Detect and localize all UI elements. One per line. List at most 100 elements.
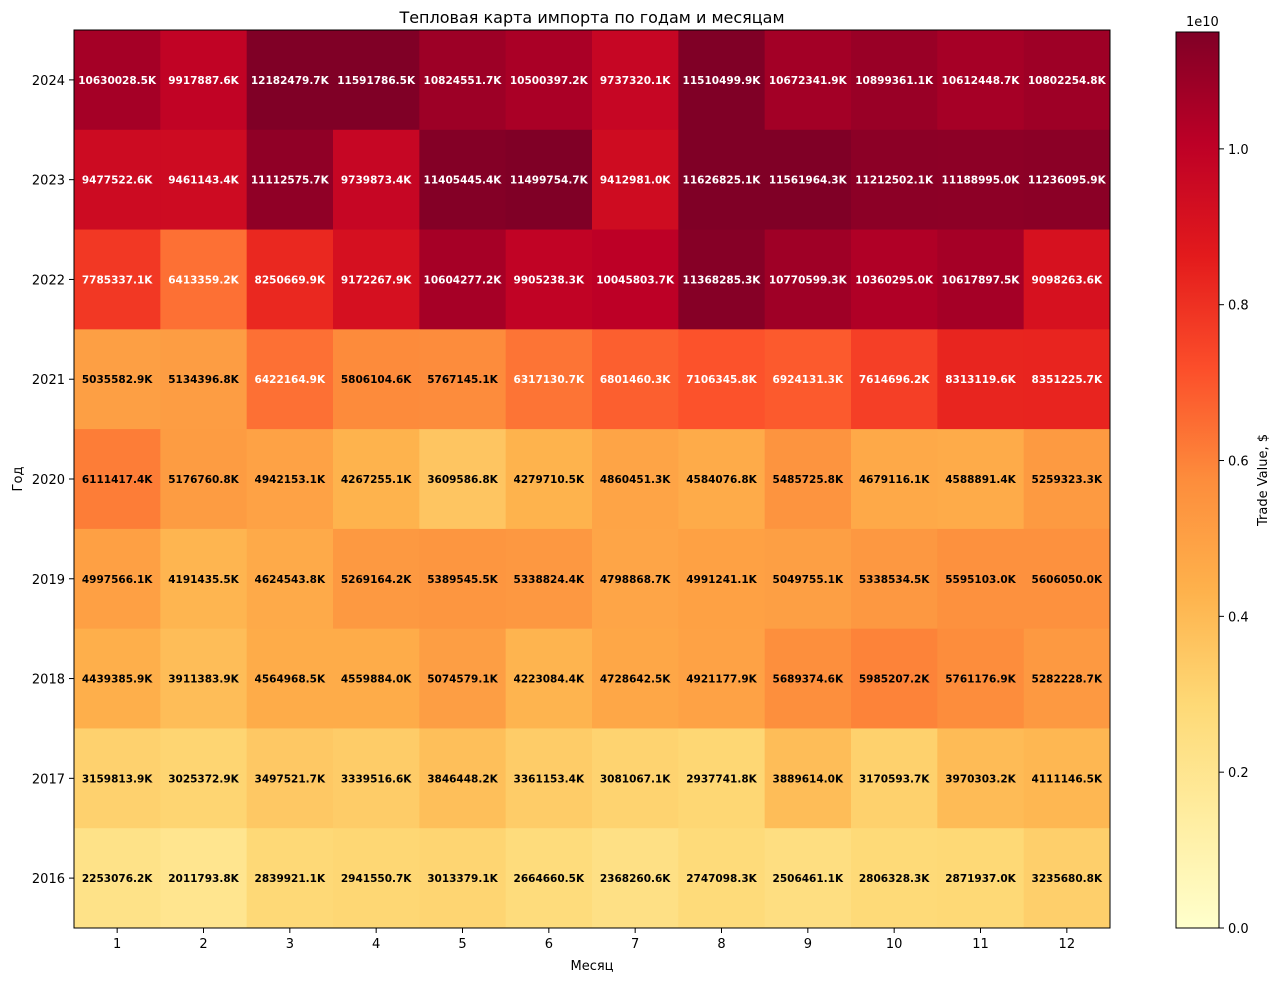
heatmap-cell: [333, 329, 420, 430]
heatmap-cell-label: 10802254.8K: [1028, 75, 1107, 87]
heatmap-cell: [160, 628, 248, 729]
heatmap-cell-label: 4798868.7K: [600, 574, 671, 586]
heatmap-cell: [246, 728, 334, 829]
heatmap-cell-labels: 10630028.5K 9917887.6K 12182479.7K 11591786…: [78, 75, 1106, 885]
heatmap-cell-label: 4267255.1K: [341, 474, 412, 486]
heatmap-cell-label: 3025372.9K: [168, 773, 239, 785]
y-tick-label: 2022: [32, 273, 65, 288]
heatmap-cell-label: 11405445.4K: [424, 175, 503, 187]
heatmap-cell: [851, 728, 938, 829]
heatmap-cell-label: 10500397.2K: [510, 75, 589, 87]
heatmap-cell: [74, 129, 161, 231]
y-axis-label: Год: [11, 467, 26, 492]
heatmap-cell-label: 10612448.7K: [942, 75, 1021, 87]
heatmap-cell: [74, 828, 161, 929]
heatmap-cell-label: 3361153.4K: [514, 773, 585, 785]
heatmap-cell: [419, 229, 507, 330]
heatmap-cell: [1023, 828, 1111, 929]
heatmap-cell: [246, 129, 334, 231]
heatmap-cell-label: 7106345.8K: [686, 374, 757, 386]
heatmap-cell-label: 9739873.4K: [341, 175, 412, 187]
heatmap-cell: [937, 528, 1025, 630]
heatmap-cell: [419, 628, 507, 729]
heatmap-cell-label: 2937741.8K: [686, 773, 757, 785]
x-tick-label: 12: [1059, 937, 1076, 952]
heatmap-cell-label: 5176760.8K: [168, 474, 239, 486]
y-tick-label: 2016: [32, 872, 65, 887]
heatmap-cell: [937, 229, 1025, 330]
heatmap-cell-label: 4279710.5K: [514, 474, 585, 486]
heatmap-cell: [1023, 628, 1111, 729]
heatmap-cell-label: 11510499.9K: [683, 75, 762, 87]
heatmap-cell-label: 4942153.1K: [255, 474, 326, 486]
heatmap-cell: [246, 528, 334, 630]
heatmap-cell-label: 9172267.9K: [341, 274, 412, 286]
heatmap-cell-label: 6801460.3K: [600, 374, 671, 386]
heatmap-cell-label: 4111146.5K: [1032, 773, 1103, 785]
heatmap-cell: [333, 229, 420, 330]
heatmap-cell-label: 11112575.7K: [251, 175, 330, 187]
heatmap-cell: [592, 828, 679, 929]
heatmap-cell-label: 9737320.1K: [600, 75, 671, 87]
x-tick-label: 3: [286, 937, 294, 952]
heatmap-cell-label: 3889614.0K: [773, 773, 844, 785]
heatmap-cell-label: 11368285.3K: [683, 274, 762, 286]
heatmap-cell: [74, 229, 161, 330]
heatmap-cell-label: 11626825.1K: [683, 175, 762, 187]
heatmap-cell: [937, 628, 1025, 729]
heatmap-cell: [1023, 728, 1111, 829]
heatmap-cell: [592, 30, 679, 131]
heatmap-cell-label: 4559884.0K: [341, 674, 412, 686]
heatmap-cell: [419, 828, 507, 929]
heatmap-cell: [1023, 30, 1111, 131]
heatmap-cell: [592, 129, 679, 231]
heatmap-cell-label: 11188995.0K: [942, 175, 1021, 187]
heatmap-cell-label: 7614696.2K: [859, 374, 930, 386]
heatmap-cell: [678, 628, 766, 729]
heatmap-cell-label: 5282228.7K: [1032, 674, 1103, 686]
heatmap-cell: [333, 129, 420, 231]
heatmap-cell: [160, 728, 248, 829]
heatmap-cell: [505, 129, 593, 231]
heatmap-cell: [678, 528, 766, 630]
heatmap-cell-label: 10672341.9K: [769, 75, 848, 87]
heatmap-cell-label: 4991241.1K: [686, 574, 757, 586]
x-tick-label: 5: [458, 937, 466, 952]
heatmap-cell-label: 11236095.9K: [1028, 175, 1107, 187]
heatmap-cell-label: 2839921.1K: [255, 873, 326, 885]
heatmap-cell: [851, 528, 938, 630]
y-axis-ticks: 2024 2023 2022 2021 2020 2019 2018 2017 2016: [32, 74, 74, 887]
heatmap-cell-label: 4679116.1K: [859, 474, 930, 486]
heatmap-cell-label: 5049755.1K: [773, 574, 844, 586]
heatmap-cell-label: 9412981.0K: [600, 175, 671, 187]
x-tick-label: 11: [972, 937, 989, 952]
heatmap-cell: [505, 329, 593, 430]
heatmap-cell: [505, 429, 593, 530]
heatmap-cell-label: 4921177.9K: [686, 674, 757, 686]
heatmap-cell-label: 5485725.8K: [773, 474, 844, 486]
heatmap-cell: [764, 329, 852, 430]
heatmap-cell-label: 3911383.9K: [168, 674, 239, 686]
heatmap-cell-label: 10617897.5K: [942, 274, 1021, 286]
heatmap-cell: [505, 828, 593, 929]
heatmap-cell-label: 2941550.7K: [341, 873, 412, 885]
heatmap-cell: [333, 30, 420, 131]
heatmap-cell-label: 10899361.1K: [855, 75, 934, 87]
heatmap-cell: [764, 30, 852, 131]
heatmap-cell: [764, 429, 852, 530]
heatmap-cell-label: 12182479.7K: [251, 75, 330, 87]
heatmap-cell: [1023, 129, 1111, 231]
heatmap-cell: [246, 628, 334, 729]
heatmap-cell-label: 6413359.2K: [168, 274, 239, 286]
heatmap-cell-label: 11591786.5K: [337, 75, 416, 87]
heatmap-cell: [1023, 528, 1111, 630]
colorbar-tick-label: 0.8: [1228, 299, 1249, 314]
x-tick-label: 7: [631, 937, 639, 952]
heatmap-cell-label: 4223084.4K: [514, 674, 585, 686]
heatmap-cell: [764, 528, 852, 630]
heatmap-cell: [419, 429, 507, 530]
heatmap-cell-label: 9477522.6K: [82, 175, 153, 187]
heatmap-cell: [419, 329, 507, 430]
heatmap-cell: [937, 329, 1025, 430]
y-tick-label: 2019: [32, 573, 65, 588]
